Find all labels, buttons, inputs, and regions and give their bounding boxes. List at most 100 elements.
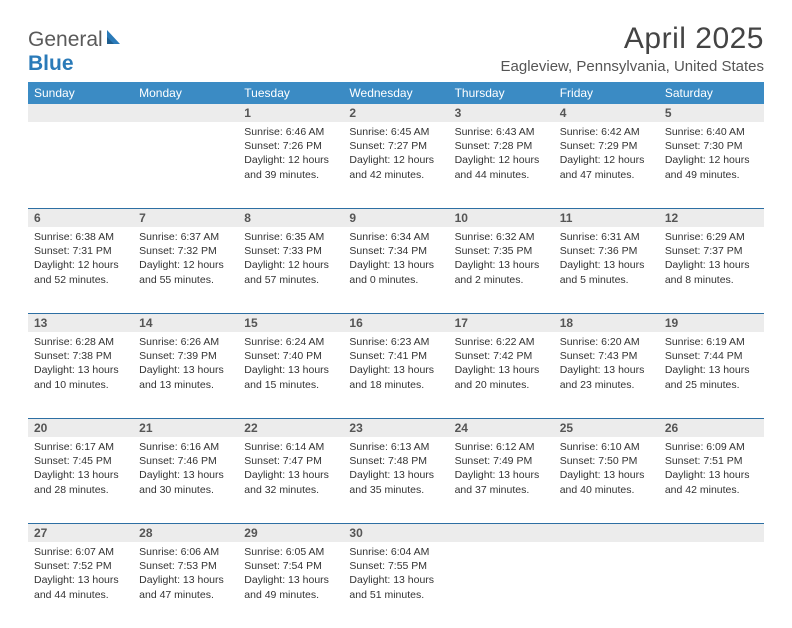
sunset-text: Sunset: 7:48 PM (349, 454, 442, 468)
dow-header-cell: Sunday (28, 82, 133, 104)
day-number: 7 (133, 209, 238, 227)
day-cell: Sunrise: 6:29 AMSunset: 7:37 PMDaylight:… (659, 227, 764, 313)
day-info: Sunrise: 6:38 AMSunset: 7:31 PMDaylight:… (32, 227, 129, 287)
day-info: Sunrise: 6:09 AMSunset: 7:51 PMDaylight:… (663, 437, 760, 497)
dow-header-cell: Tuesday (238, 82, 343, 104)
day-number: 18 (554, 314, 659, 332)
day-number: 27 (28, 524, 133, 542)
day-number: 1 (238, 104, 343, 122)
daylight-text: Daylight: 12 hours and 39 minutes. (244, 153, 337, 181)
sunset-text: Sunset: 7:43 PM (560, 349, 653, 363)
sunrise-text: Sunrise: 6:35 AM (244, 230, 337, 244)
day-cell: Sunrise: 6:04 AMSunset: 7:55 PMDaylight:… (343, 542, 448, 628)
empty-cell (659, 542, 764, 628)
day-number (659, 524, 764, 542)
sunrise-text: Sunrise: 6:05 AM (244, 545, 337, 559)
sunset-text: Sunset: 7:55 PM (349, 559, 442, 573)
sunrise-text: Sunrise: 6:28 AM (34, 335, 127, 349)
sunrise-text: Sunrise: 6:06 AM (139, 545, 232, 559)
empty-cell (554, 542, 659, 628)
day-cell: Sunrise: 6:32 AMSunset: 7:35 PMDaylight:… (449, 227, 554, 313)
day-info: Sunrise: 6:32 AMSunset: 7:35 PMDaylight:… (453, 227, 550, 287)
empty-cell (133, 122, 238, 208)
sunset-text: Sunset: 7:41 PM (349, 349, 442, 363)
dow-header-cell: Thursday (449, 82, 554, 104)
day-number: 2 (343, 104, 448, 122)
day-cell: Sunrise: 6:17 AMSunset: 7:45 PMDaylight:… (28, 437, 133, 523)
daylight-text: Daylight: 13 hours and 20 minutes. (455, 363, 548, 391)
daylight-text: Daylight: 13 hours and 25 minutes. (665, 363, 758, 391)
day-cell: Sunrise: 6:06 AMSunset: 7:53 PMDaylight:… (133, 542, 238, 628)
sunset-text: Sunset: 7:32 PM (139, 244, 232, 258)
day-cell: Sunrise: 6:10 AMSunset: 7:50 PMDaylight:… (554, 437, 659, 523)
day-info: Sunrise: 6:13 AMSunset: 7:48 PMDaylight:… (347, 437, 444, 497)
day-info: Sunrise: 6:46 AMSunset: 7:26 PMDaylight:… (242, 122, 339, 182)
daylight-text: Daylight: 13 hours and 32 minutes. (244, 468, 337, 496)
daylight-text: Daylight: 13 hours and 28 minutes. (34, 468, 127, 496)
day-number: 4 (554, 104, 659, 122)
day-info: Sunrise: 6:14 AMSunset: 7:47 PMDaylight:… (242, 437, 339, 497)
daylight-text: Daylight: 13 hours and 42 minutes. (665, 468, 758, 496)
daylight-text: Daylight: 12 hours and 57 minutes. (244, 258, 337, 286)
daylight-text: Daylight: 13 hours and 49 minutes. (244, 573, 337, 601)
sunset-text: Sunset: 7:26 PM (244, 139, 337, 153)
day-info: Sunrise: 6:22 AMSunset: 7:42 PMDaylight:… (453, 332, 550, 392)
day-number: 21 (133, 419, 238, 437)
sunset-text: Sunset: 7:39 PM (139, 349, 232, 363)
calendar-page: GeneralBlue April 2025 Eagleview, Pennsy… (0, 0, 792, 628)
sunset-text: Sunset: 7:34 PM (349, 244, 442, 258)
sunset-text: Sunset: 7:46 PM (139, 454, 232, 468)
sunrise-text: Sunrise: 6:14 AM (244, 440, 337, 454)
day-number: 29 (238, 524, 343, 542)
day-number: 24 (449, 419, 554, 437)
sunrise-text: Sunrise: 6:17 AM (34, 440, 127, 454)
sunrise-text: Sunrise: 6:23 AM (349, 335, 442, 349)
daylight-text: Daylight: 12 hours and 47 minutes. (560, 153, 653, 181)
day-number: 28 (133, 524, 238, 542)
day-number: 30 (343, 524, 448, 542)
dow-header-cell: Wednesday (343, 82, 448, 104)
brand-logo: GeneralBlue (28, 22, 125, 76)
day-cell: Sunrise: 6:07 AMSunset: 7:52 PMDaylight:… (28, 542, 133, 628)
sunrise-text: Sunrise: 6:46 AM (244, 125, 337, 139)
sunrise-text: Sunrise: 6:04 AM (349, 545, 442, 559)
day-cell: Sunrise: 6:28 AMSunset: 7:38 PMDaylight:… (28, 332, 133, 418)
day-number: 20 (28, 419, 133, 437)
day-info: Sunrise: 6:35 AMSunset: 7:33 PMDaylight:… (242, 227, 339, 287)
daylight-text: Daylight: 13 hours and 15 minutes. (244, 363, 337, 391)
sail-icon (105, 28, 125, 52)
day-number: 13 (28, 314, 133, 332)
day-info: Sunrise: 6:16 AMSunset: 7:46 PMDaylight:… (137, 437, 234, 497)
day-info: Sunrise: 6:10 AMSunset: 7:50 PMDaylight:… (558, 437, 655, 497)
day-cell: Sunrise: 6:05 AMSunset: 7:54 PMDaylight:… (238, 542, 343, 628)
day-number: 11 (554, 209, 659, 227)
day-cell: Sunrise: 6:37 AMSunset: 7:32 PMDaylight:… (133, 227, 238, 313)
sunset-text: Sunset: 7:27 PM (349, 139, 442, 153)
day-info: Sunrise: 6:43 AMSunset: 7:28 PMDaylight:… (453, 122, 550, 182)
sunset-text: Sunset: 7:42 PM (455, 349, 548, 363)
sunset-text: Sunset: 7:33 PM (244, 244, 337, 258)
sunset-text: Sunset: 7:38 PM (34, 349, 127, 363)
sunset-text: Sunset: 7:28 PM (455, 139, 548, 153)
sunrise-text: Sunrise: 6:40 AM (665, 125, 758, 139)
daylight-text: Daylight: 13 hours and 37 minutes. (455, 468, 548, 496)
day-cell: Sunrise: 6:40 AMSunset: 7:30 PMDaylight:… (659, 122, 764, 208)
day-info: Sunrise: 6:07 AMSunset: 7:52 PMDaylight:… (32, 542, 129, 602)
day-number: 6 (28, 209, 133, 227)
sunrise-text: Sunrise: 6:19 AM (665, 335, 758, 349)
day-cell: Sunrise: 6:24 AMSunset: 7:40 PMDaylight:… (238, 332, 343, 418)
day-info: Sunrise: 6:29 AMSunset: 7:37 PMDaylight:… (663, 227, 760, 287)
day-number: 22 (238, 419, 343, 437)
day-info: Sunrise: 6:28 AMSunset: 7:38 PMDaylight:… (32, 332, 129, 392)
week-row: 13141516171819Sunrise: 6:28 AMSunset: 7:… (28, 314, 764, 419)
day-cell: Sunrise: 6:31 AMSunset: 7:36 PMDaylight:… (554, 227, 659, 313)
title-block: April 2025 Eagleview, Pennsylvania, Unit… (501, 22, 765, 75)
day-number (133, 104, 238, 122)
day-cell: Sunrise: 6:20 AMSunset: 7:43 PMDaylight:… (554, 332, 659, 418)
daylight-text: Daylight: 13 hours and 35 minutes. (349, 468, 442, 496)
week-row: 6789101112Sunrise: 6:38 AMSunset: 7:31 P… (28, 209, 764, 314)
sunrise-text: Sunrise: 6:38 AM (34, 230, 127, 244)
day-info: Sunrise: 6:19 AMSunset: 7:44 PMDaylight:… (663, 332, 760, 392)
day-cell: Sunrise: 6:46 AMSunset: 7:26 PMDaylight:… (238, 122, 343, 208)
day-info: Sunrise: 6:45 AMSunset: 7:27 PMDaylight:… (347, 122, 444, 182)
